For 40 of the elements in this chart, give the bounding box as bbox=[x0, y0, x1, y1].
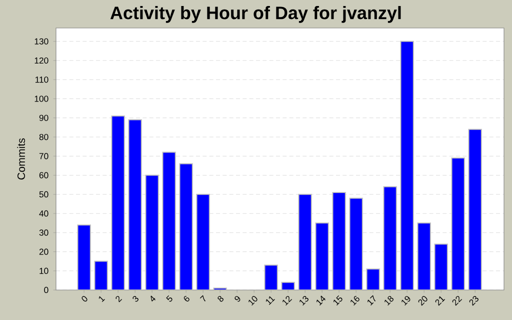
y-tick-label: 0 bbox=[44, 286, 48, 294]
x-tick-label: 15 bbox=[334, 295, 342, 306]
y-tick-label: 100 bbox=[34, 96, 48, 102]
x-tick-label: 10 bbox=[248, 296, 258, 306]
x-tick-label: 14 bbox=[316, 296, 326, 306]
y-tick-label: 70 bbox=[39, 153, 48, 160]
y-tick-label: 80 bbox=[39, 134, 48, 140]
x-tick-label: 11 bbox=[266, 296, 275, 306]
x-tick-label: 4 bbox=[150, 296, 156, 302]
x-tick-label: 6 bbox=[184, 296, 190, 302]
chart-title: Activity by Hour of Day for jvanzyl bbox=[110, 6, 401, 23]
x-tick-label: 22 bbox=[452, 296, 462, 306]
y-tick-label: 60 bbox=[39, 172, 48, 178]
x-tick-label: 3 bbox=[132, 296, 138, 302]
y-tick-label: 10 bbox=[40, 268, 48, 274]
x-tick-label: 12 bbox=[282, 296, 292, 306]
x-tick-label: 9 bbox=[234, 296, 240, 302]
x-tick-label: 5 bbox=[166, 295, 172, 302]
y-tick-label: 50 bbox=[39, 191, 48, 198]
x-tick-label: 21 bbox=[435, 296, 446, 306]
x-tick-label: 17 bbox=[368, 295, 376, 306]
x-tick-label: 8 bbox=[218, 296, 224, 302]
x-tick-label: 18 bbox=[384, 296, 394, 306]
x-tick-label: 20 bbox=[418, 296, 428, 306]
x-tick-label: 16 bbox=[350, 296, 360, 306]
y-tick-label: 130 bbox=[34, 38, 48, 44]
x-tick-label: 7 bbox=[200, 295, 206, 302]
x-tick-label: 19 bbox=[402, 296, 410, 306]
x-tick-label: 1 bbox=[98, 296, 105, 302]
y-tick-label: 40 bbox=[39, 210, 48, 217]
y-tick-label: 20 bbox=[39, 248, 48, 255]
x-tick-label: 13 bbox=[300, 296, 308, 306]
y-tick-label: 110 bbox=[35, 76, 48, 83]
x-tick-label: 2 bbox=[116, 296, 122, 302]
y-tick-label: 30 bbox=[39, 230, 48, 236]
y-tick-label: 90 bbox=[39, 114, 48, 121]
y-axis-title: Commits bbox=[17, 138, 26, 180]
x-tick-label: 23 bbox=[469, 296, 478, 306]
x-tick-label: 0 bbox=[82, 296, 88, 302]
y-tick-label: 120 bbox=[34, 57, 48, 64]
